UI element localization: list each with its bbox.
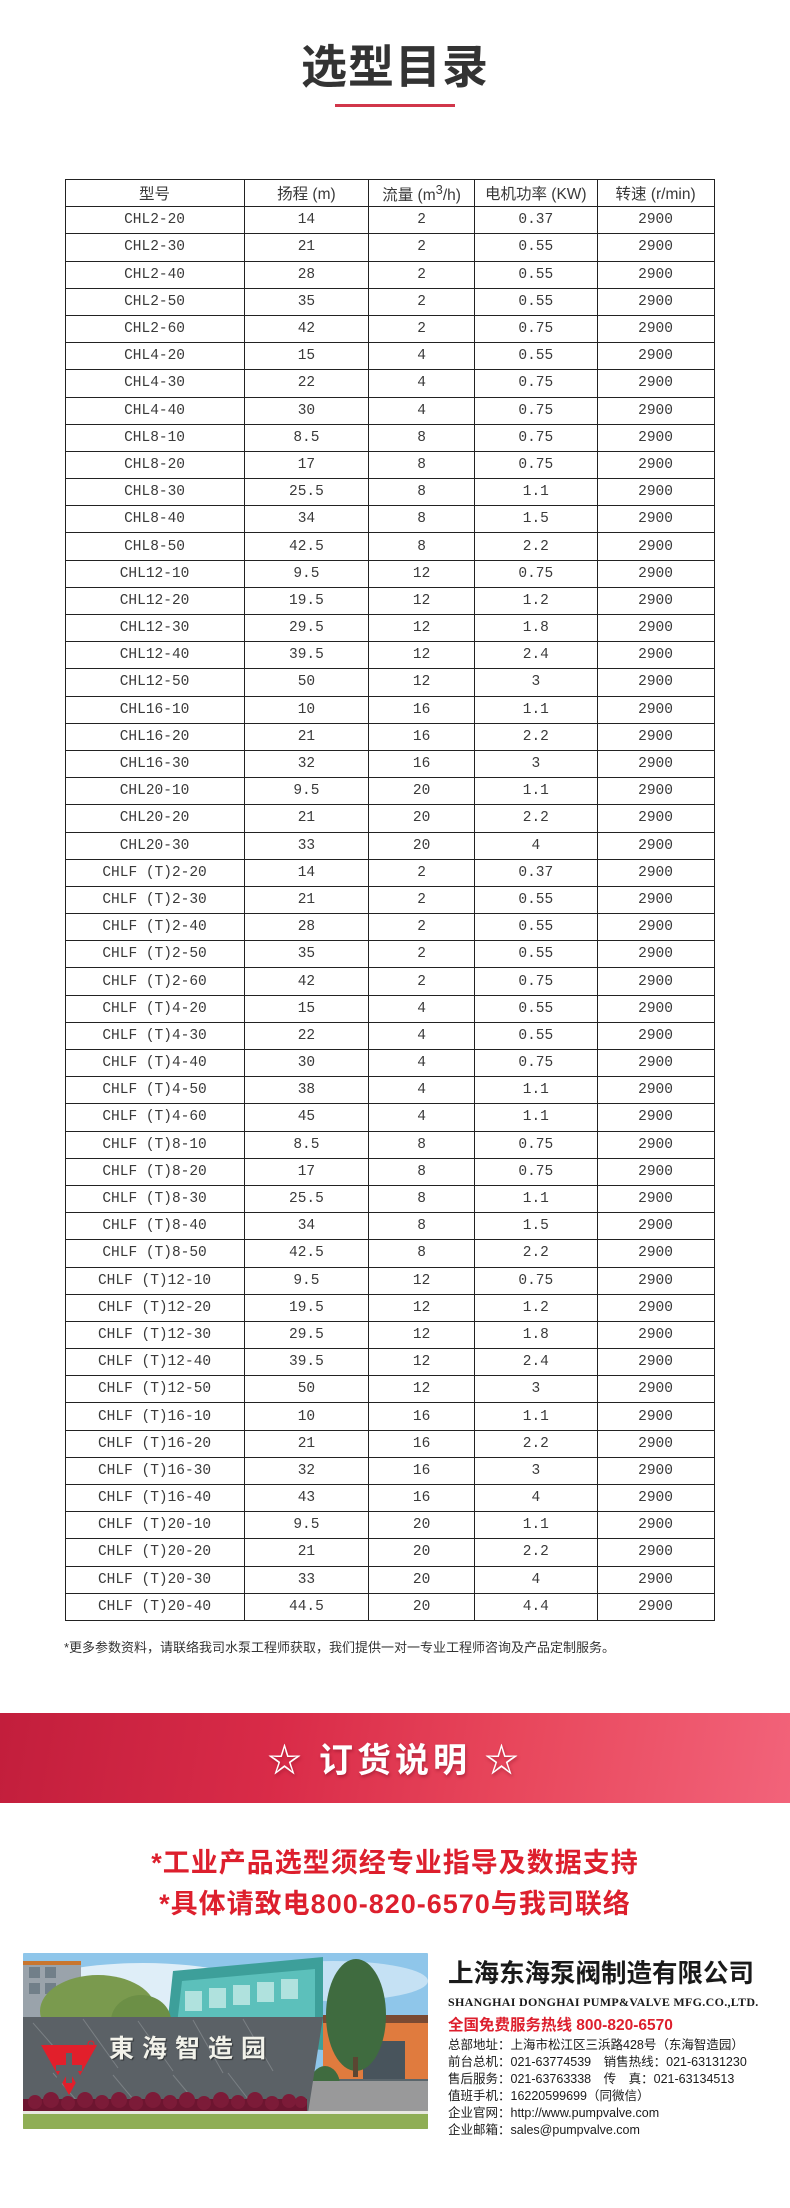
svg-text:R: R [90, 2043, 93, 2048]
